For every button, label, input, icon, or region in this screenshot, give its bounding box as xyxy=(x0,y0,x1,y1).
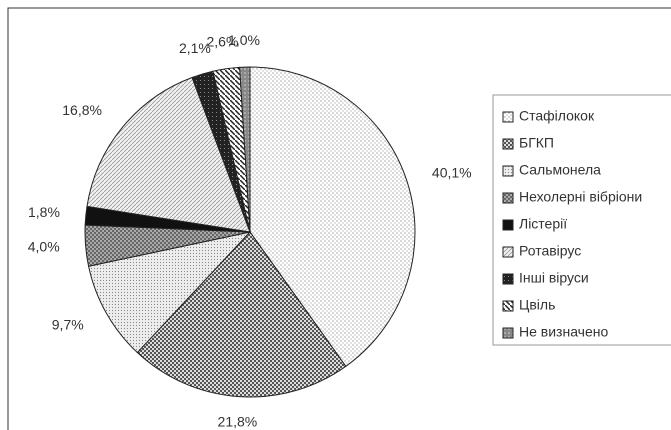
legend-label: Нехолерні вібріони xyxy=(519,189,642,205)
legend-box xyxy=(492,94,671,346)
pie-slice xyxy=(136,231,347,398)
data-label: 4,0% xyxy=(28,239,60,255)
pie-slice xyxy=(86,76,251,233)
legend-label: Ротавірус xyxy=(519,243,581,259)
data-label: 16,8% xyxy=(62,102,102,118)
data-label: 1,8% xyxy=(28,204,60,220)
legend-label: Цвіль xyxy=(519,297,555,313)
legend-swatch xyxy=(502,327,514,339)
pie-slice xyxy=(239,66,251,233)
legend-label: Не визначено xyxy=(519,324,608,340)
legend-swatch xyxy=(502,273,514,285)
data-label: 21,8% xyxy=(218,413,258,429)
legend-label: БГКП xyxy=(519,135,554,151)
legend-swatch xyxy=(502,111,514,123)
legend-label: Лістерії xyxy=(519,216,567,232)
data-label: 40,1% xyxy=(432,164,472,180)
pie-slice xyxy=(249,66,416,368)
data-label: 2,1% xyxy=(179,40,211,56)
legend-label: Стафілокок xyxy=(519,108,595,124)
legend-swatch xyxy=(502,219,514,231)
data-label: 2,6% xyxy=(207,34,239,50)
legend-label: Інші віруси xyxy=(519,270,589,286)
data-label: 9,7% xyxy=(52,317,84,333)
legend-swatch xyxy=(502,138,514,150)
legend-swatch xyxy=(502,192,514,204)
legend-swatch xyxy=(502,165,514,177)
legend-label: Сальмонела xyxy=(519,162,601,178)
data-label: 1,0% xyxy=(228,32,260,48)
legend-swatch xyxy=(502,300,514,312)
legend-swatch xyxy=(502,246,514,258)
pie-slice xyxy=(88,231,252,354)
